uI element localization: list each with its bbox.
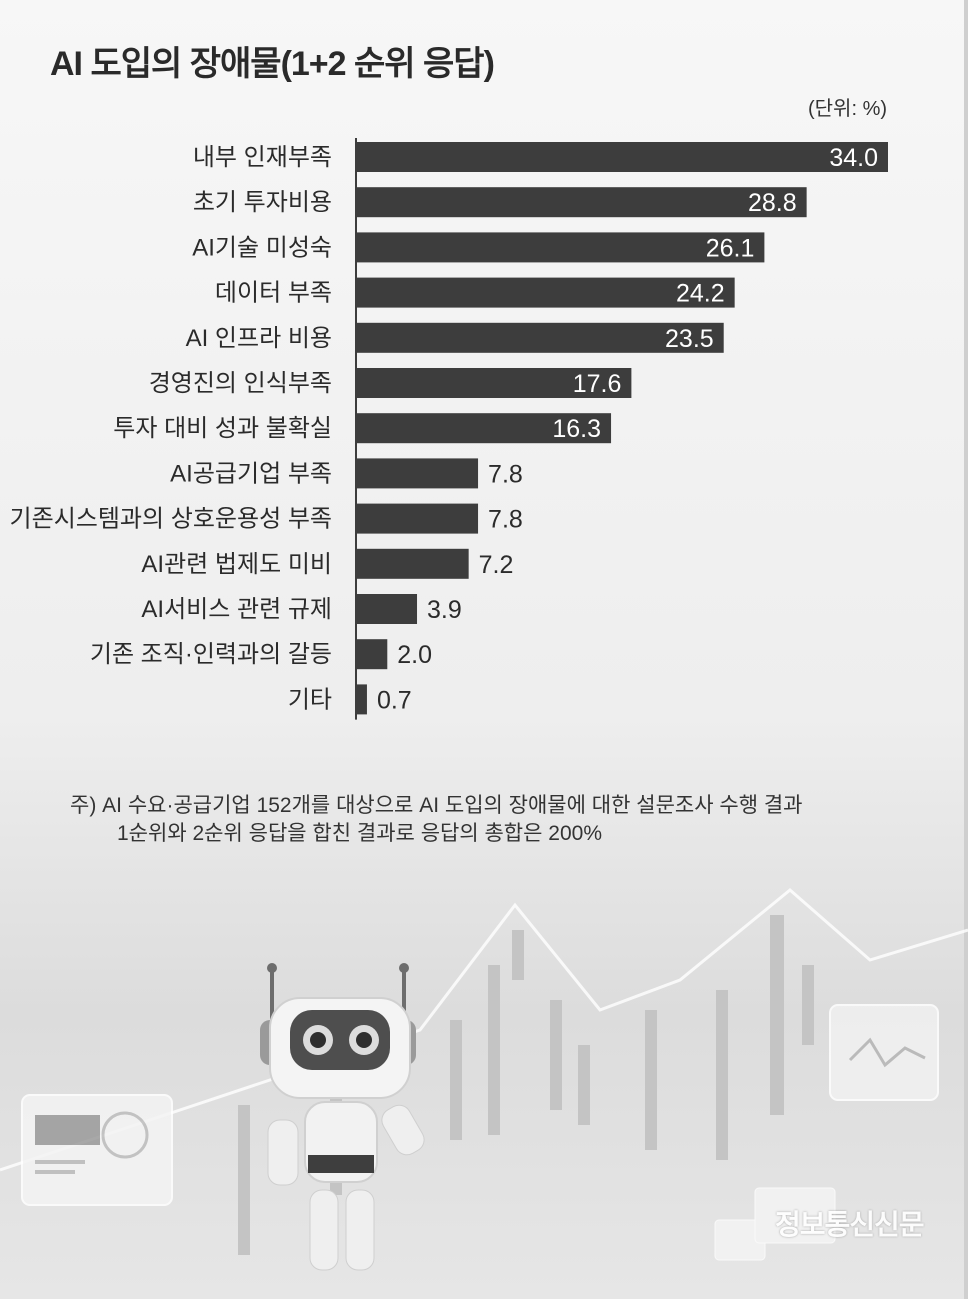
category-label-2: AI기술 미성숙 (192, 234, 332, 261)
footnote-line-2: 1순위와 2순위 응답을 합친 결과로 응답의 총합은 200% (117, 822, 602, 845)
bar-3 (356, 277, 735, 308)
background-trend-line (0, 888, 968, 1172)
value-label-3: 24.2 (676, 280, 725, 308)
bar-1 (356, 187, 807, 218)
value-label-8: 7.8 (488, 506, 523, 534)
value-label-0: 34.0 (829, 144, 878, 172)
category-label-10: AI서비스 관련 규제 (141, 596, 332, 623)
category-label-8: 기존시스템과의 상호운용성 부족 (10, 506, 332, 533)
bar-10 (356, 594, 418, 624)
category-label-9: AI관련 법제도 미비 (141, 551, 332, 578)
bar-2 (356, 232, 765, 263)
value-label-12: 0.7 (377, 686, 412, 714)
right-hud-panel (829, 1004, 939, 1101)
bottom-right-panels (714, 1187, 836, 1261)
chart-title: AI 도입의 장애물(1+2 순위 응답) (50, 45, 495, 83)
publisher-watermark: 정보통신신문 (775, 1208, 925, 1241)
left-hud-panel (21, 1094, 173, 1206)
category-label-3: 데이터 부족 (215, 280, 332, 307)
category-label-7: AI공급기업 부족 (170, 460, 332, 487)
category-label-1: 초기 투자비용 (193, 189, 332, 216)
value-label-5: 17.6 (573, 370, 622, 398)
bar-12 (356, 684, 367, 715)
category-label-11: 기존 조직·인력과의 갈등 (90, 641, 332, 668)
bar-0 (356, 142, 888, 172)
value-label-4: 23.5 (665, 325, 714, 353)
unit-label: (단위: %) (808, 98, 888, 120)
category-label-12: 기타 (288, 686, 332, 713)
value-label-9: 7.2 (479, 551, 514, 579)
bar-9 (356, 548, 469, 579)
value-label-10: 3.9 (427, 596, 462, 624)
bar-chart: 내부 인재부족 34.0 초기 투자비용 28.8 AI기술 미성숙 26.1 데이터 부족… (10, 138, 888, 720)
value-label-7: 7.8 (488, 460, 523, 488)
value-label-11: 2.0 (397, 641, 432, 669)
category-label-6: 투자 대비 성과 불확실 (113, 415, 332, 442)
bar-7 (356, 458, 479, 489)
value-label-6: 16.3 (552, 415, 601, 443)
footnote: 주) AI 수요·공급기업 152개를 대상으로 AI 도입의 장애물에 대한 … (70, 792, 802, 848)
footnote-line-1: 주) AI 수요·공급기업 152개를 대상으로 AI 도입의 장애물에 대한 … (70, 794, 803, 817)
value-label-2: 26.1 (706, 234, 755, 262)
category-label-5: 경영진의 인식부족 (149, 370, 332, 397)
category-label-4: AI 인프라 비용 (186, 325, 332, 352)
bar-8 (356, 503, 479, 534)
value-label-1: 28.8 (748, 189, 797, 217)
bar-11 (356, 639, 388, 670)
robot-illustration (0, 888, 968, 1271)
bar-4 (356, 322, 724, 353)
bar-5 (356, 368, 632, 398)
category-label-0: 내부 인재부족 (193, 144, 332, 171)
robot (260, 963, 425, 1271)
bar-6 (356, 413, 612, 444)
